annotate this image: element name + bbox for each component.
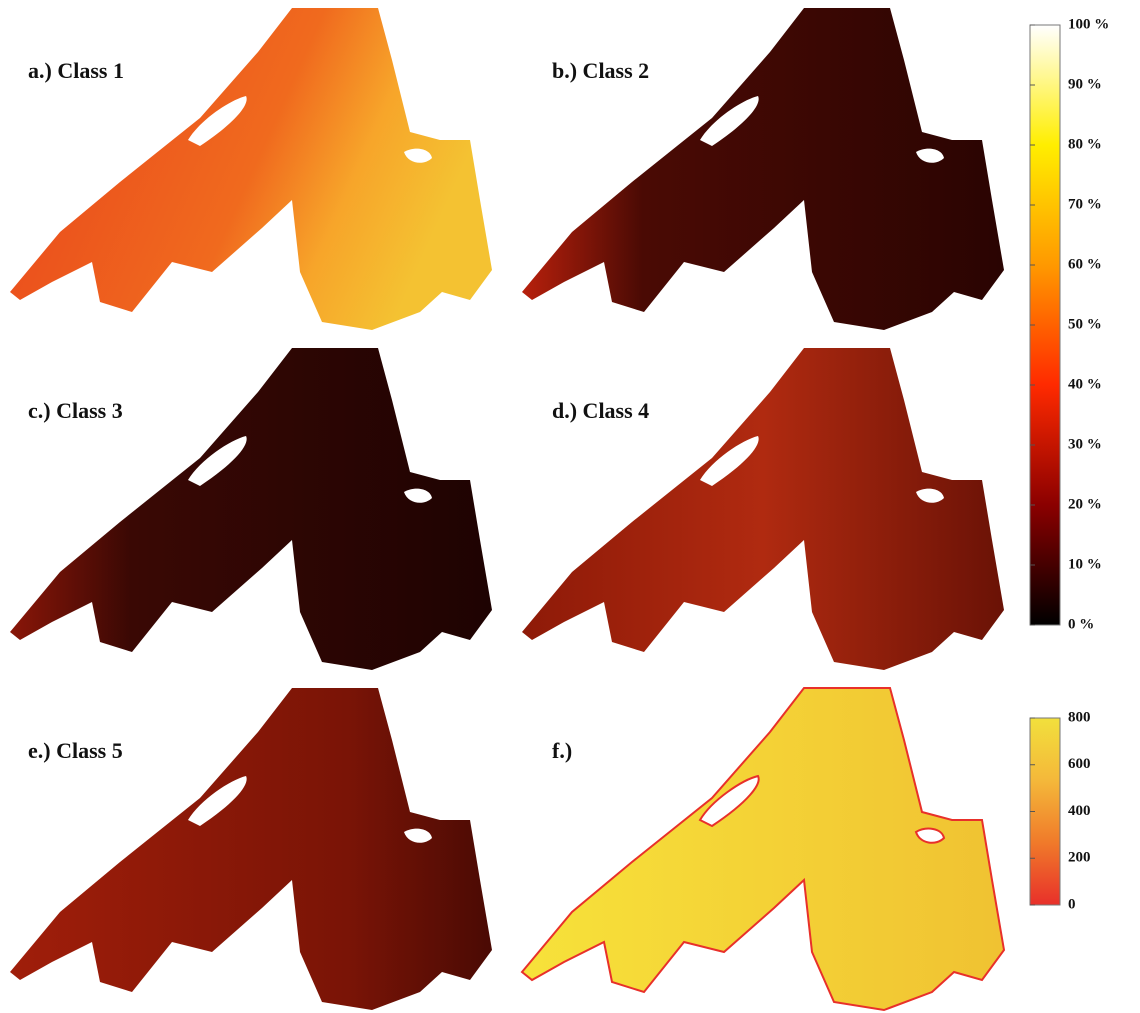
- lake-map: [522, 348, 1004, 670]
- tick-label: 10 %: [1068, 556, 1102, 572]
- tick-label: 100 %: [1068, 16, 1109, 32]
- panel-label: f.): [552, 738, 572, 763]
- tick-label: 30 %: [1068, 436, 1102, 452]
- panel-label: d.) Class 4: [552, 398, 649, 423]
- figure: a.) Class 1 b.) Class 2 c.) Class 3 d.) …: [0, 0, 1140, 1013]
- tick-label: 800: [1068, 709, 1091, 725]
- maps: [10, 8, 1004, 1010]
- tick-label: 60 %: [1068, 256, 1102, 272]
- lake-map: [522, 688, 1004, 1010]
- tick-label: 80 %: [1068, 136, 1102, 152]
- tick-label: 0: [1068, 896, 1076, 912]
- lake-map: [522, 8, 1004, 330]
- panel-label: c.) Class 3: [28, 398, 123, 423]
- panel-label: a.) Class 1: [28, 58, 124, 83]
- lake-map: [10, 8, 492, 330]
- tick-label: 200: [1068, 850, 1091, 866]
- tick-label: 600: [1068, 756, 1091, 772]
- panel-label: e.) Class 5: [28, 738, 123, 763]
- tick-label: 70 %: [1068, 196, 1102, 212]
- tick-label: 90 %: [1068, 76, 1102, 92]
- tick-label: 400: [1068, 803, 1091, 819]
- tick-label: 50 %: [1068, 316, 1102, 332]
- panel-label: b.) Class 2: [552, 58, 649, 83]
- tick-label: 0 %: [1068, 616, 1094, 632]
- lake-map: [10, 688, 492, 1010]
- tick-label: 20 %: [1068, 496, 1102, 512]
- lake-map: [10, 348, 492, 670]
- tick-label: 40 %: [1068, 376, 1102, 392]
